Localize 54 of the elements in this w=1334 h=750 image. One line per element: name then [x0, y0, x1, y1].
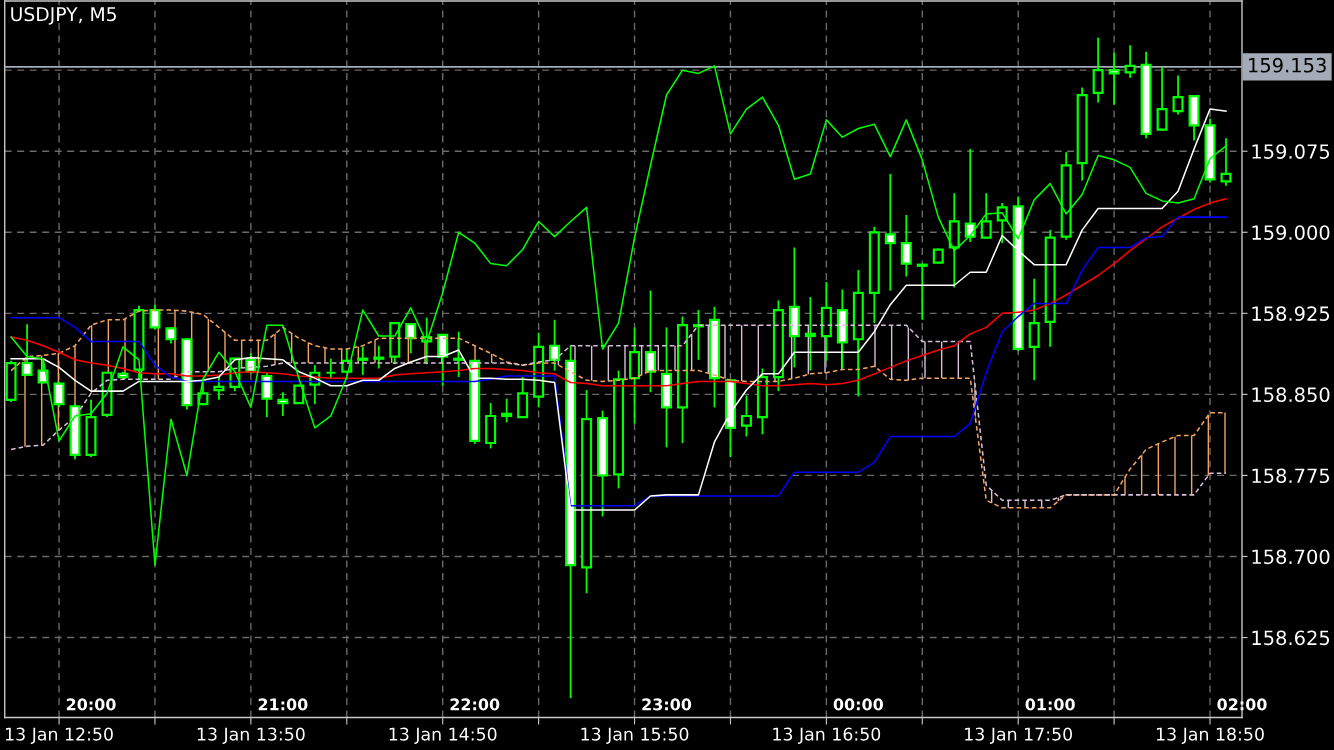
y-tick-label: 159.000 [1252, 225, 1330, 240]
candlestick [261, 371, 273, 418]
y-tick-label: 158.625 [1252, 630, 1330, 646]
y-tick-label: 158.700 [1252, 549, 1330, 565]
candlestick [501, 397, 513, 424]
line-series [10, 216, 1227, 507]
line-series [10, 65, 1227, 566]
candlestick [1124, 44, 1136, 79]
candlestick [517, 376, 529, 420]
candlestick [53, 380, 65, 409]
x2-tick-label: 20:00 [66, 698, 116, 711]
ref-line-label: 159.153 [1249, 57, 1326, 73]
x2-tick-label: 02:00 [1217, 698, 1267, 711]
x-tick-label: 13 Jan 12:50 [6, 727, 113, 744]
x-tick-label: 13 Jan 18:50 [1156, 727, 1264, 744]
candlestick [804, 296, 816, 372]
candlestick [645, 289, 657, 394]
candlestick [373, 344, 385, 370]
candlestick [21, 323, 33, 377]
x2-tick-label: 01:00 [1025, 698, 1075, 711]
candlestick [916, 262, 928, 321]
candlestick [1108, 51, 1120, 106]
x-tick-label: 13 Jan 15:50 [581, 727, 689, 744]
candlestick [1156, 66, 1168, 132]
line-series [10, 198, 1227, 387]
x-tick-label: 13 Jan 13:50 [197, 727, 305, 744]
x2-tick-label: 23:00 [642, 698, 692, 711]
x-tick-label: 13 Jan 14:50 [389, 727, 497, 744]
x-tick-label: 13 Jan 16:50 [773, 727, 881, 744]
x2-tick-label: 22:00 [450, 698, 500, 711]
candlestick [1092, 36, 1104, 104]
candlestick [884, 173, 896, 292]
candlestick [1028, 277, 1040, 382]
candlestick [740, 394, 752, 438]
candlestick [549, 318, 561, 372]
candlestick [277, 391, 289, 417]
y-tick-label: 158.850 [1252, 387, 1330, 403]
y-tick-label: 158.775 [1252, 468, 1330, 484]
candlestick [405, 322, 417, 355]
x2-tick-label: 21:00 [258, 698, 308, 711]
chart-title: USDJPY, M5 [11, 7, 116, 25]
candlestick [437, 332, 449, 387]
candlestick [149, 303, 161, 331]
y-tick-label: 158.925 [1252, 306, 1330, 321]
y-tick-label: 159.075 [1252, 144, 1330, 159]
x2-tick-label: 00:00 [833, 698, 883, 711]
candlestick [453, 330, 465, 378]
candlestick [964, 148, 976, 243]
x-tick-label: 13 Jan 17:50 [965, 727, 1073, 744]
candlestick [213, 376, 225, 401]
candlestick [980, 192, 992, 240]
candlestick [357, 345, 369, 376]
candlestick [900, 214, 912, 278]
candlestick [1172, 74, 1184, 116]
